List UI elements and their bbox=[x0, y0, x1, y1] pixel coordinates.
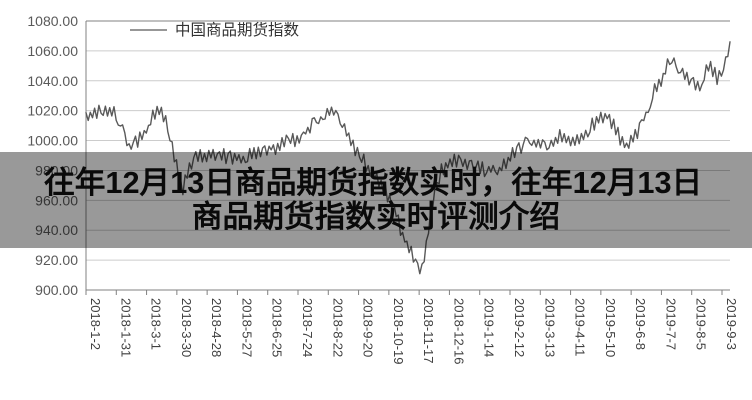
svg-text:2019-3-13: 2019-3-13 bbox=[542, 298, 557, 357]
svg-text:中国商品期货指数: 中国商品期货指数 bbox=[175, 21, 300, 39]
svg-text:900.00: 900.00 bbox=[35, 282, 78, 298]
svg-text:2018-6-25: 2018-6-25 bbox=[270, 298, 285, 357]
svg-text:2019-2-12: 2019-2-12 bbox=[512, 298, 527, 357]
svg-text:2019-6-8: 2019-6-8 bbox=[633, 298, 648, 350]
svg-text:2019-1-14: 2019-1-14 bbox=[482, 298, 497, 357]
svg-text:1080.00: 1080.00 bbox=[27, 13, 78, 29]
svg-text:2019-5-10: 2019-5-10 bbox=[603, 298, 618, 357]
svg-text:2018-1-2: 2018-1-2 bbox=[88, 298, 103, 350]
svg-text:2019-4-11: 2019-4-11 bbox=[573, 298, 588, 356]
svg-text:2018-9-20: 2018-9-20 bbox=[361, 298, 376, 357]
svg-text:2019-8-5: 2019-8-5 bbox=[694, 298, 709, 350]
svg-text:1040.00: 1040.00 bbox=[27, 73, 78, 89]
svg-text:2018-1-31: 2018-1-31 bbox=[118, 298, 133, 357]
svg-text:1060.00: 1060.00 bbox=[27, 43, 78, 59]
svg-text:1000.00: 1000.00 bbox=[27, 133, 78, 149]
svg-text:2018-3-1: 2018-3-1 bbox=[149, 298, 164, 350]
svg-text:2019-9-3: 2019-9-3 bbox=[724, 298, 739, 350]
svg-text:2018-8-22: 2018-8-22 bbox=[330, 298, 345, 357]
svg-text:2018-11-17: 2018-11-17 bbox=[421, 298, 436, 364]
svg-text:2018-10-19: 2018-10-19 bbox=[391, 298, 406, 365]
svg-text:2018-4-28: 2018-4-28 bbox=[209, 298, 224, 357]
svg-text:2018-3-30: 2018-3-30 bbox=[179, 298, 194, 357]
svg-text:2019-7-7: 2019-7-7 bbox=[663, 298, 678, 350]
svg-text:2018-5-27: 2018-5-27 bbox=[239, 298, 254, 357]
svg-text:1020.00: 1020.00 bbox=[27, 103, 78, 119]
svg-text:2018-7-24: 2018-7-24 bbox=[300, 298, 315, 357]
svg-text:920.00: 920.00 bbox=[35, 252, 78, 268]
svg-text:2018-12-16: 2018-12-16 bbox=[451, 298, 466, 365]
